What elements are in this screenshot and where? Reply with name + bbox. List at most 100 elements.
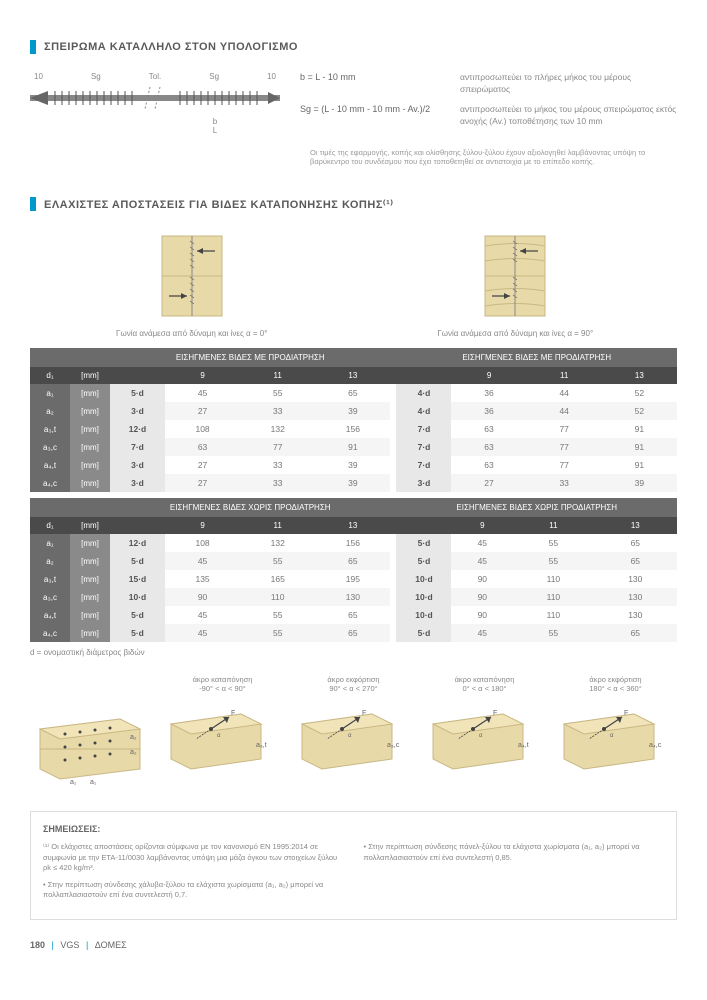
row-mult-left: 3·d: [110, 456, 165, 474]
row-val: 132: [240, 420, 315, 438]
row-label: a₂: [30, 402, 70, 420]
row-val: 44: [527, 384, 602, 402]
row-val: 45: [451, 624, 513, 642]
svg-text:α: α: [348, 733, 352, 739]
tbl2-col-r2: 13: [594, 517, 677, 534]
svg-text:a₁: a₁: [90, 779, 97, 786]
row-val: 108: [165, 420, 240, 438]
row-mult-left: 10·d: [110, 588, 165, 606]
row-val: 27: [165, 402, 240, 420]
footer-section: ΔΟΜΕΣ: [95, 940, 127, 950]
row-val: 63: [451, 420, 526, 438]
table-row: a₄,c[mm]3·d2733393·d273339: [30, 474, 677, 492]
notes-c1-p0: ⁽¹⁾ Οι ελάχιστες αποστάσεις ορίζονται σύ…: [43, 842, 344, 874]
wood-diagram-a0: [157, 231, 227, 321]
row-label: a₄,t: [30, 456, 70, 474]
svg-text:a₄,c: a₄,c: [649, 742, 662, 749]
tbl2-col-l0: 9: [165, 517, 240, 534]
row-val: 45: [165, 552, 240, 570]
row-unit: [mm]: [70, 624, 110, 642]
wood-caption-left: Γωνία ανάμεσα από δύναμη και ίνες α = 0°: [42, 329, 342, 338]
row-val: 27: [451, 474, 526, 492]
row-val: 65: [594, 534, 677, 552]
notes-title: ΣΗΜΕΙΩΣΕΙΣ:: [43, 824, 664, 834]
spacing-diagram: a₂ a₂ a₁ a₁: [30, 675, 153, 791]
row-label: a₃,c: [30, 588, 70, 606]
row-mult-right: 7·d: [396, 438, 451, 456]
table-row: a₁[mm]12·d1081321565·d455565: [30, 534, 677, 552]
row-label: a₄,c: [30, 624, 70, 642]
spacing-diagram: άκρο καταπόνηση-90° < α < 90° F α a₃,t: [161, 675, 284, 791]
spacing-caption: άκρο καταπόνηση0° < α < 180°: [423, 675, 546, 695]
svg-text:a₂: a₂: [130, 734, 137, 741]
table-row: a₁[mm]5·d4555654·d364452: [30, 384, 677, 402]
formula-b-lhs: b = L - 10 mm: [300, 72, 460, 96]
row-label: a₄,t: [30, 606, 70, 624]
svg-text:α: α: [479, 733, 483, 739]
footer-sep-icon: |: [86, 940, 88, 950]
notes-col-2: • Στην περίπτωση σύνδεσης πάνελ-ξύλου τα…: [364, 842, 665, 907]
section-2-heading: ΕΛΑΧΙΣΤΕΣ ΑΠΟΣΤΑΣΕΙΣ ΓΙΑ ΒΙΔΕΣ ΚΑΤΑΠΟΝΗΣ…: [44, 198, 394, 211]
row-val: 65: [315, 606, 390, 624]
row-val: 108: [165, 534, 240, 552]
svg-text:F: F: [362, 710, 366, 717]
row-val: 55: [240, 606, 315, 624]
row-val: 65: [315, 624, 390, 642]
tbl2-col-r0: 9: [451, 517, 513, 534]
row-mult-right: 7·d: [396, 456, 451, 474]
row-val: 130: [594, 588, 677, 606]
tbl1-col-l0: 9: [165, 367, 240, 384]
table-row: a₄,c[mm]5·d4555655·d455565: [30, 624, 677, 642]
page-number: 180: [30, 940, 45, 950]
row-label: a₁: [30, 384, 70, 402]
row-mult-right: 3·d: [396, 474, 451, 492]
tbl2-header-right: ΕΙΣΗΓΜΕΝΕΣ ΒΙΔΕΣ ΧΩΡΙΣ ΠΡΟΔΙΑΤΡΗΣΗ: [396, 498, 677, 517]
row-val: 63: [165, 438, 240, 456]
svg-text:a₄,t: a₄,t: [518, 742, 529, 749]
spacing-caption: άκρο εκφόρτιση90° < α < 270°: [292, 675, 415, 695]
row-unit: [mm]: [70, 534, 110, 552]
row-unit: [mm]: [70, 456, 110, 474]
row-val: 63: [451, 456, 526, 474]
table-row: a₄,t[mm]3·d2733397·d637791: [30, 456, 677, 474]
row-val: 33: [240, 456, 315, 474]
tbl1-col-r1: 11: [527, 367, 602, 384]
row-val: 55: [240, 384, 315, 402]
section-1-heading: ΣΠΕΙΡΩΜΑ ΚΑΤΑΛΛΗΛΟ ΣΤΟΝ ΥΠΟΛΟΓΙΣΜΟ: [44, 41, 298, 53]
row-mult-left: 5·d: [110, 624, 165, 642]
wood-caption-row: Γωνία ανάμεσα από δύναμη και ίνες α = 0°…: [30, 329, 677, 338]
table-row: a₃,c[mm]7·d6377917·d637791: [30, 438, 677, 456]
row-val: 45: [451, 534, 513, 552]
table-note: d = ονομαστική διάμετρος βιδών: [30, 648, 677, 657]
row-val: 91: [315, 438, 390, 456]
row-val: 156: [315, 534, 390, 552]
notes-col-1: ⁽¹⁾ Οι ελάχιστες αποστάσεις ορίζονται σύ…: [43, 842, 344, 907]
row-mult-left: 15·d: [110, 570, 165, 588]
row-label: a₃,t: [30, 420, 70, 438]
row-unit: [mm]: [70, 552, 110, 570]
tbl2-d-label: d₁: [30, 517, 70, 534]
svg-text:α: α: [610, 733, 614, 739]
notes-c1-p1: • Στην περίπτωση σύνδεσης χάλυβα-ξύλου τ…: [43, 880, 344, 901]
row-mult-right: 4·d: [396, 402, 451, 420]
row-val: 52: [602, 402, 677, 420]
row-val: 77: [527, 456, 602, 474]
row-val: 90: [451, 606, 513, 624]
spacing-table-predrilled: ΕΙΣΗΓΜΕΝΕΣ ΒΙΔΕΣ ΜΕ ΠΡΟΔΙΑΤΡΗΣΗ ΕΙΣΗΓΜΕΝ…: [30, 348, 677, 492]
row-val: 44: [527, 402, 602, 420]
section-1-title: ΣΠΕΙΡΩΜΑ ΚΑΤΑΛΛΗΛΟ ΣΤΟΝ ΥΠΟΛΟΓΙΣΜΟ: [30, 40, 677, 54]
row-val: 39: [602, 474, 677, 492]
row-val: 45: [451, 552, 513, 570]
notes-c2-p0: • Στην περίπτωση σύνδεσης πάνελ-ξύλου τα…: [364, 842, 665, 863]
row-val: 36: [451, 402, 526, 420]
row-val: 156: [315, 420, 390, 438]
spacing-diagram: άκρο εκφόρτιση90° < α < 270° F α a₃,c: [292, 675, 415, 791]
row-val: 33: [527, 474, 602, 492]
screw-label-b: b: [213, 117, 217, 126]
svg-text:F: F: [231, 710, 235, 717]
tbl1-col-l1: 11: [240, 367, 315, 384]
row-label: a₃,t: [30, 570, 70, 588]
row-mult-right: 5·d: [396, 624, 451, 642]
spacing-table-no-predrill: ΕΙΣΗΓΜΕΝΕΣ ΒΙΔΕΣ ΧΩΡΙΣ ΠΡΟΔΙΑΤΡΗΣΗ ΕΙΣΗΓ…: [30, 498, 677, 642]
row-val: 33: [240, 402, 315, 420]
